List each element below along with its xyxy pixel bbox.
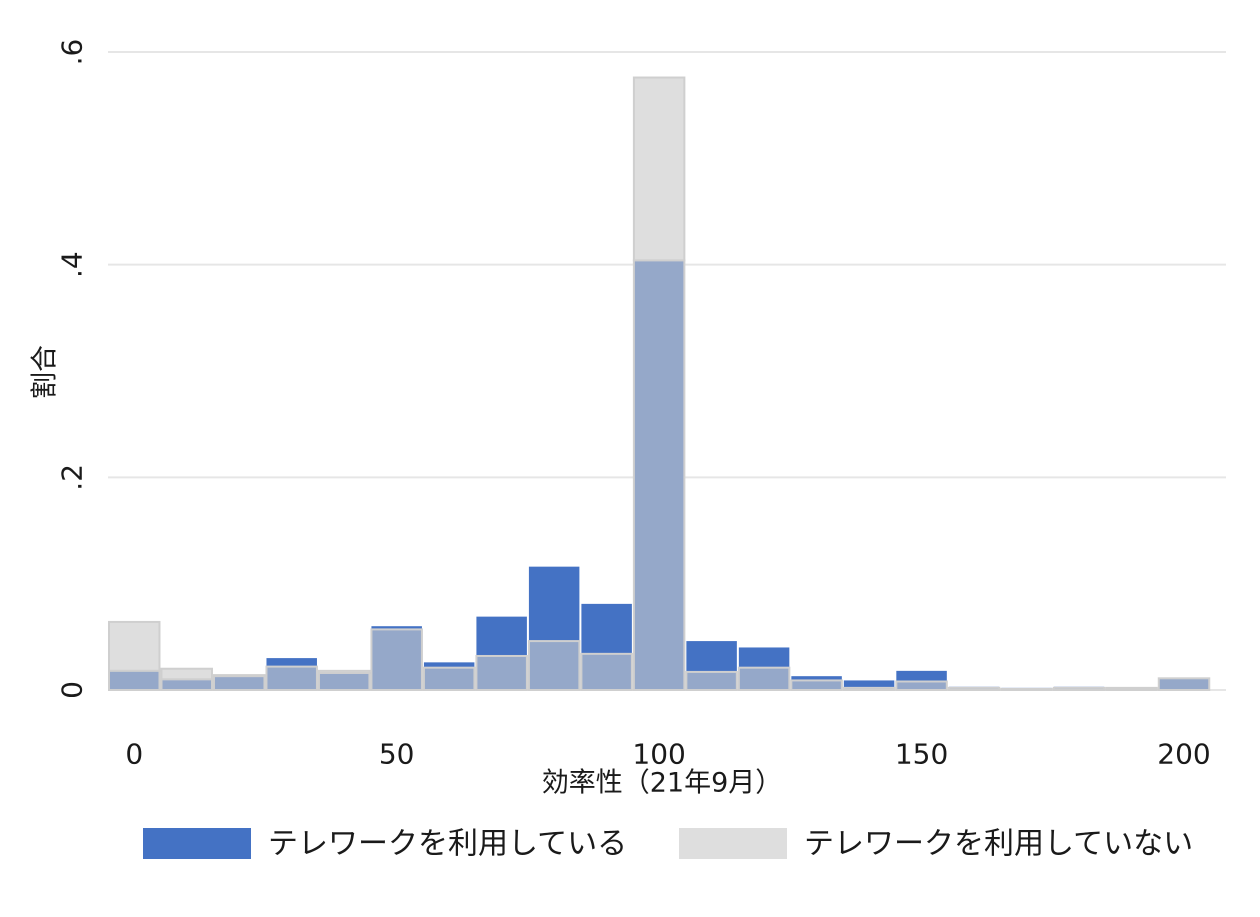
legend-label-telework: テレワークを利用している — [268, 827, 627, 862]
legend-label-no-telework: テレワークを利用していない — [804, 827, 1193, 862]
histogram-bin — [370, 626, 423, 692]
histogram-bin — [685, 641, 738, 692]
histogram-bin — [1157, 677, 1211, 692]
bar-no-telework-excess — [632, 76, 686, 262]
x-tick-label: 150 — [895, 738, 948, 771]
bar-overlap — [790, 679, 843, 691]
bar-overlap — [475, 654, 528, 691]
histogram-bin — [1105, 686, 1158, 691]
y-tick-label: .4 — [56, 251, 89, 278]
histogram-bin — [422, 662, 476, 691]
histogram-bin — [108, 620, 161, 691]
bar-overlap — [1000, 687, 1053, 691]
histogram-bin — [895, 670, 948, 692]
y-axis-label: 割合 — [30, 345, 61, 399]
histogram-bin — [212, 674, 266, 692]
bar-no-telework-excess — [160, 667, 213, 681]
bar-telework-excess — [738, 647, 790, 668]
bar-overlap — [212, 675, 266, 692]
bar-telework-excess — [476, 616, 527, 656]
bar-overlap — [842, 686, 896, 692]
bar-overlap — [527, 640, 581, 692]
histogram-bin — [475, 616, 528, 691]
histogram-bin — [947, 686, 1001, 692]
bar-overlap — [265, 665, 318, 692]
bar-overlap — [737, 666, 791, 691]
bar-overlap — [632, 259, 686, 691]
bar-telework-excess — [896, 670, 947, 682]
bar-telework-excess — [791, 676, 842, 681]
bars-layer — [108, 76, 1211, 692]
bar-telework-excess — [528, 566, 580, 642]
histogram-bin — [737, 647, 791, 691]
bar-overlap — [1052, 686, 1106, 692]
bar-overlap — [580, 652, 633, 692]
x-axis-label: 効率性（21年9月） — [542, 768, 783, 799]
bar-telework-excess — [423, 662, 475, 668]
histogram-bin — [842, 680, 896, 692]
y-tick-label: .2 — [56, 464, 89, 491]
y-tick-label: 0 — [56, 681, 89, 699]
histogram-bin — [160, 667, 213, 691]
histogram-bin — [1000, 687, 1053, 691]
bar-overlap — [947, 686, 1001, 692]
histogram-bin — [580, 603, 633, 692]
x-tick-label: 50 — [379, 738, 415, 771]
histogram-bin — [265, 658, 318, 692]
bar-overlap — [895, 680, 948, 692]
bar-overlap — [317, 671, 371, 692]
histogram-bin — [790, 676, 843, 691]
legend: テレワークを利用している テレワークを利用していない — [143, 827, 1193, 862]
bar-overlap — [422, 666, 476, 691]
bar-overlap — [1105, 687, 1158, 691]
legend-swatch-telework — [143, 828, 251, 859]
x-tick-label: 100 — [632, 738, 685, 771]
bar-overlap — [160, 678, 213, 691]
histogram-bin — [1052, 686, 1106, 692]
bar-telework-excess — [581, 603, 632, 654]
x-tick-label: 0 — [125, 738, 143, 771]
x-tick-labels: 0 50 100 150 200 — [125, 738, 1210, 771]
legend-swatch-no-telework — [679, 828, 787, 859]
x-tick-label: 200 — [1157, 738, 1210, 771]
bar-telework-excess — [686, 641, 737, 672]
bar-overlap — [1157, 677, 1211, 692]
bar-telework-excess — [371, 626, 422, 630]
bar-overlap — [685, 670, 738, 692]
histogram-bin — [527, 566, 581, 692]
histogram-bin — [317, 669, 371, 692]
bar-overlap — [370, 628, 423, 692]
bar-telework-excess — [266, 658, 317, 667]
bar-overlap — [108, 669, 161, 691]
y-tick-labels: 0 .2 .4 .6 — [56, 39, 89, 699]
histogram-bin — [632, 76, 686, 691]
bar-no-telework-excess — [108, 620, 161, 672]
bar-telework-excess — [843, 680, 895, 688]
y-tick-label: .6 — [56, 39, 89, 66]
